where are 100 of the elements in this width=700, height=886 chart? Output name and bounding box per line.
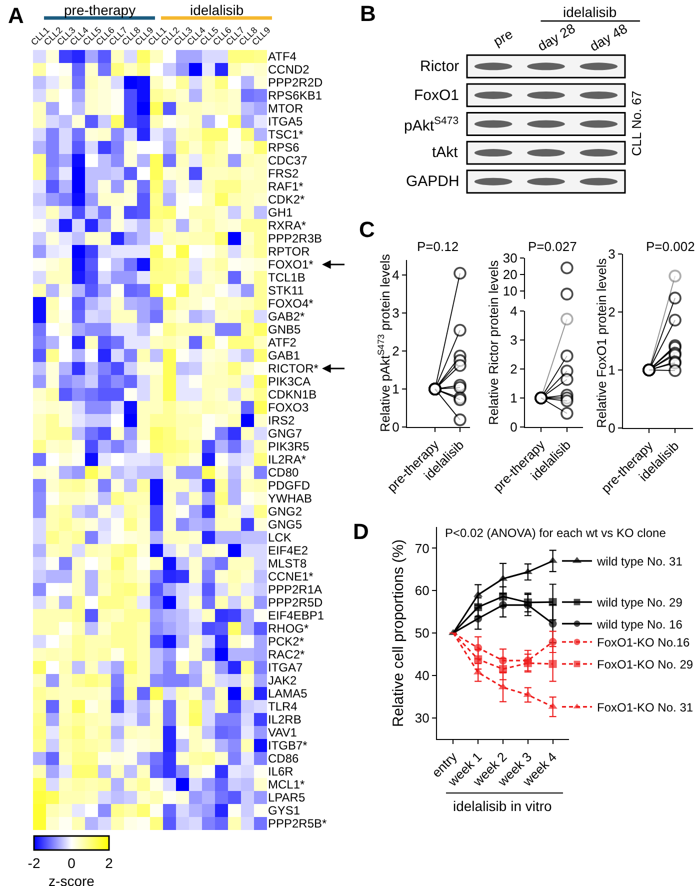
y-tick-label: VAV1 xyxy=(268,726,298,740)
y-tick-label: ITGB7* xyxy=(268,738,308,753)
text: A xyxy=(8,3,24,28)
y-tick-label: FRS2 xyxy=(268,166,299,181)
y-tick-label: 1 xyxy=(392,382,400,397)
y-tick-label: 40 xyxy=(414,668,430,683)
y-tick-label: GAB2* xyxy=(268,310,306,324)
y-axis-title: Relative cell proportions (%) xyxy=(390,539,407,727)
y-tick-label: 30 xyxy=(502,250,518,266)
y-tick-label: RAF1* xyxy=(268,180,304,194)
y-tick-label: 50 xyxy=(414,626,430,641)
y-tick-label: 3 xyxy=(510,332,518,348)
color-bar-title: z-score xyxy=(48,873,95,886)
y-tick-label: IRS2 xyxy=(268,414,296,428)
y-tick-label: 3 xyxy=(392,306,400,321)
y-tick-label: RPS6KB1 xyxy=(268,88,322,103)
y-tick-label: LAMA5 xyxy=(268,686,308,701)
y-tick-label: CCNE1* xyxy=(268,570,314,584)
y-tick-label: IL2RA* xyxy=(268,452,306,467)
y-tick-label: CDKN1B xyxy=(268,388,317,402)
chart-title: P=0.12 xyxy=(417,239,459,254)
y-tick-label: PIK3R5 xyxy=(268,440,310,454)
y-tick-label: GYS1 xyxy=(268,804,300,818)
y-tick-label: 1 xyxy=(510,390,518,406)
y-tick-label: RPS6 xyxy=(268,140,300,155)
y-tick-label: EIF4E2 xyxy=(268,544,308,558)
y-tick-label: TSC1* xyxy=(268,128,304,142)
y-tick-label: ATF2 xyxy=(268,336,297,350)
category-label: GAPDH xyxy=(406,173,460,190)
y-tick-label: 0 xyxy=(392,420,400,435)
y-tick-label: 0 xyxy=(608,420,616,436)
y-tick-label: 2 xyxy=(392,344,400,359)
y-tick-label: GNG2 xyxy=(268,504,302,519)
legend-label: FoxO1-KO No. 29 xyxy=(597,658,694,672)
y-tick-label: ITGA5 xyxy=(268,114,303,129)
y-tick-label: YWHAB xyxy=(268,492,312,506)
y-tick-label: PPP2R2D xyxy=(268,76,324,90)
y-tick-label: PPP2R1A xyxy=(268,582,322,597)
y-tick-label: FOXO4* xyxy=(268,296,314,311)
y-tick-label: 20 xyxy=(502,266,518,282)
chart-title: P=0.002 xyxy=(646,239,695,254)
y-tick-label: 60 xyxy=(414,583,430,598)
category-label: tAkt xyxy=(432,144,458,161)
legend-label: FoxO1-KO No.16 xyxy=(597,636,690,650)
legend-label: wild type No. 31 xyxy=(596,554,683,569)
y-tick-label: GNG7 xyxy=(268,426,302,441)
color-bar-label: 0 xyxy=(68,855,76,872)
y-tick-label: 0 xyxy=(510,420,518,435)
category-label: day 48 xyxy=(587,21,630,54)
category-label: FoxO1 xyxy=(414,87,460,104)
y-tick-label: JAK2 xyxy=(268,674,298,688)
x-axis-title: idelalisib in vitro xyxy=(453,798,552,814)
legend-label: wild type No. 29 xyxy=(596,596,683,610)
y-tick-label: STK11 xyxy=(268,284,304,298)
y-tick-label: GNG5 xyxy=(268,518,302,532)
category-label: pre xyxy=(490,26,516,50)
color-bar-label: -2 xyxy=(28,855,40,872)
y-tick-label: ITGA7 xyxy=(268,660,303,675)
y-tick-label: PDGFD xyxy=(268,478,310,493)
y-tick-label: FOXO1* xyxy=(268,258,314,272)
text: idelalisib xyxy=(190,2,244,18)
y-tick-label: GNB5 xyxy=(268,322,302,337)
y-tick-label: PPP2R5B* xyxy=(268,816,328,831)
y-tick-label: EIF4EBP1 xyxy=(268,608,324,623)
y-tick-label: 4 xyxy=(510,304,518,319)
y-tick-label: CD86 xyxy=(268,752,300,766)
y-tick-label: 10 xyxy=(502,283,518,298)
y-tick-label: TCL1B xyxy=(268,270,306,285)
y-tick-label: GH1 xyxy=(268,206,293,220)
y-tick-label: MCL1* xyxy=(268,778,306,792)
legend-label: wild type No. 16 xyxy=(596,617,683,632)
y-tick-label: MTOR xyxy=(268,102,304,116)
y-tick-label: RICTOR* xyxy=(268,362,319,376)
y-tick-label: 4 xyxy=(392,268,400,283)
color-bar-label: 2 xyxy=(105,855,114,872)
chart-title: P<0.02 (ANOVA) for each wt vs KO clone xyxy=(445,526,666,540)
y-tick-label: LCK xyxy=(268,530,292,545)
y-axis-title: Relative Rictor protein levels xyxy=(486,260,501,425)
y-tick-label: PPP2R5D xyxy=(268,596,324,610)
y-tick-label: FOXO3 xyxy=(268,400,309,415)
y-tick-label: MLST8 xyxy=(268,556,308,571)
y-tick-label: 1 xyxy=(608,362,616,378)
y-tick-label: ATF4 xyxy=(268,50,297,64)
y-tick-label: CD80 xyxy=(268,466,300,480)
y-tick-label: PIK3CA xyxy=(268,374,311,389)
y-tick-label: PPP2R3B xyxy=(268,232,322,246)
y-axis-title: Relative FoxO1 protein levels xyxy=(594,258,609,428)
text: pre-therapy xyxy=(64,2,136,18)
text: D xyxy=(353,519,369,544)
y-tick-label: 70 xyxy=(414,540,430,556)
y-tick-label: GAB1 xyxy=(268,348,300,363)
y-tick-label: 2 xyxy=(608,304,616,320)
y-tick-label: RHOG* xyxy=(268,622,309,636)
y-tick-label: 3 xyxy=(608,246,616,262)
y-tick-label: LPAR5 xyxy=(268,790,306,805)
y-tick-label: CDC37 xyxy=(268,154,308,168)
text: C xyxy=(359,217,375,242)
y-tick-label: RPTOR xyxy=(268,244,310,259)
y-tick-label: IL6R xyxy=(268,764,294,779)
legend-label: FoxO1-KO No. 31 xyxy=(597,700,694,714)
